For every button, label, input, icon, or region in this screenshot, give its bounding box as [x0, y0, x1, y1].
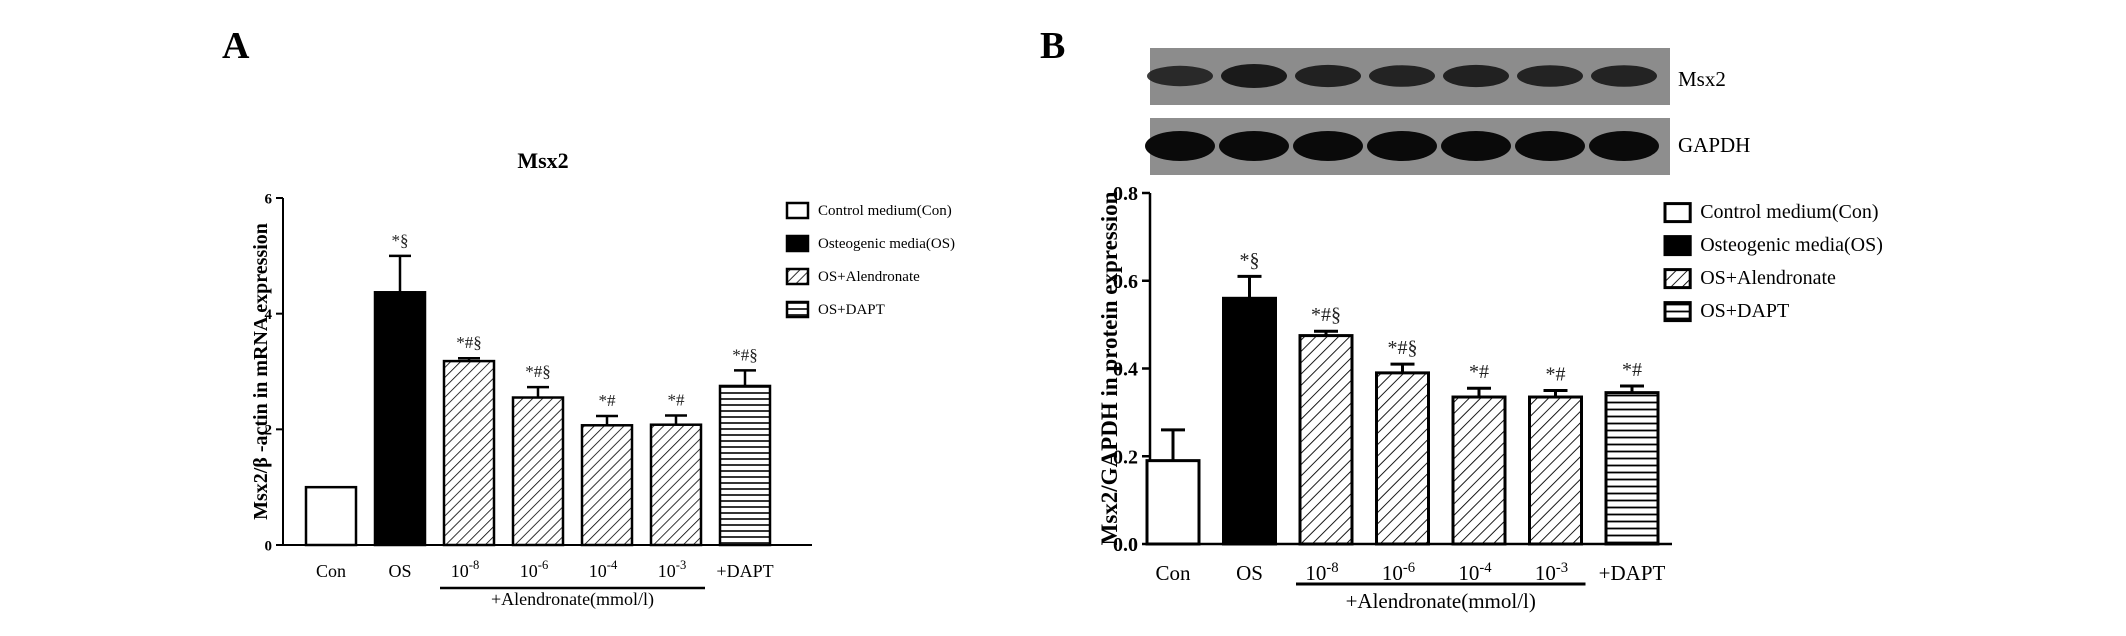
- legend-swatch: [1663, 202, 1692, 224]
- msx2-band: [1221, 64, 1287, 88]
- legend-label: OS+Alendronate: [1700, 267, 1836, 289]
- bar: [1451, 395, 1507, 546]
- legend-label: Control medium(Con): [1700, 201, 1878, 223]
- legend-label: OS+DAPT: [1700, 300, 1789, 322]
- significance-label: *§: [1240, 249, 1260, 271]
- x-tick-label: 10-6: [1382, 560, 1415, 585]
- bar: [1222, 296, 1277, 546]
- significance-label: *#§: [1311, 304, 1341, 326]
- y-tick-label: 6: [265, 191, 273, 207]
- blot-label-msx2: Msx2: [1678, 67, 1726, 91]
- bar: [373, 291, 427, 547]
- gapdh-band: [1145, 131, 1215, 161]
- panel-label-a: A: [222, 25, 250, 67]
- significance-label: *§: [392, 231, 409, 250]
- x-tick-label: Con: [316, 561, 346, 581]
- group-label: +Alendronate(mmol/l): [1346, 589, 1536, 613]
- significance-label: *#: [668, 390, 686, 409]
- msx2-band: [1517, 65, 1583, 87]
- x-tick-label: +DAPT: [1599, 561, 1666, 585]
- y-tick-label: 0.0: [1113, 534, 1138, 556]
- significance-label: *#: [1622, 359, 1642, 381]
- legend-label: Osteogenic media(OS): [818, 236, 955, 252]
- y-tick-label: 0.6: [1113, 271, 1138, 293]
- gapdh-band: [1219, 131, 1289, 161]
- bar: [1298, 334, 1354, 546]
- x-tick-label: 10-3: [658, 558, 687, 581]
- legend-swatch: [785, 267, 810, 286]
- y-axis-label: Msx2/GAPDH in protein expression: [1097, 191, 1122, 545]
- significance-label: *#: [599, 391, 617, 410]
- legend-swatch: [785, 201, 810, 220]
- y-tick-label: 0: [265, 538, 273, 554]
- significance-label: *#§: [525, 362, 551, 381]
- y-tick-label: 4: [265, 307, 273, 323]
- legend-label: OS+Alendronate: [818, 269, 920, 285]
- msx2-band: [1591, 65, 1657, 87]
- significance-label: *#: [1469, 361, 1489, 383]
- significance-label: *#§: [456, 333, 482, 352]
- x-tick-label: Con: [1155, 561, 1191, 585]
- x-tick-label: 10-8: [451, 558, 480, 581]
- significance-label: *#§: [732, 345, 758, 364]
- bar: [718, 384, 772, 547]
- blot-label-gapdh: GAPDH: [1678, 133, 1750, 157]
- bar: [580, 424, 634, 547]
- x-tick-label: 10-6: [520, 558, 549, 581]
- x-tick-label: OS: [1236, 561, 1263, 585]
- y-tick-label: 0.2: [1113, 446, 1138, 468]
- bar: [1145, 459, 1201, 546]
- x-tick-label: 10-8: [1305, 560, 1338, 585]
- legend-swatch: [785, 234, 810, 253]
- gapdh-band: [1293, 131, 1363, 161]
- bar: [649, 423, 703, 547]
- bar: [304, 485, 358, 547]
- y-axis-label: Msx2/β -actin in mRNA expression: [250, 223, 272, 520]
- x-tick-label: 10-4: [589, 558, 618, 581]
- x-tick-label: +DAPT: [716, 561, 773, 581]
- gapdh-band: [1515, 131, 1585, 161]
- x-tick-label: 10-4: [1458, 560, 1492, 585]
- legend-swatch: [785, 300, 810, 319]
- group-label: +Alendronate(mmol/l): [491, 589, 654, 610]
- msx2-band: [1443, 64, 1509, 88]
- bar: [1604, 391, 1660, 546]
- bar: [1528, 395, 1583, 546]
- msx2-band: [1147, 65, 1213, 87]
- gapdh-band: [1367, 131, 1437, 161]
- chart-title: Msx2: [517, 148, 568, 173]
- y-tick-label: 2: [265, 423, 273, 439]
- bar: [511, 396, 565, 547]
- x-tick-label: OS: [388, 561, 411, 581]
- gapdh-band: [1589, 131, 1659, 161]
- bar: [442, 359, 496, 547]
- panel-label-b: B: [1040, 25, 1065, 67]
- legend-label: Osteogenic media(OS): [1700, 234, 1883, 256]
- gapdh-band: [1441, 131, 1511, 161]
- msx2-band: [1295, 64, 1361, 88]
- western-blot: Msx2 GAPDH: [1145, 48, 1750, 175]
- significance-label: *#: [1546, 363, 1566, 385]
- x-tick-label: 10-3: [1535, 560, 1568, 585]
- chart-panel-a: Msx2 Msx2/β -actin in mRNA expression 0 2 4 6…: [250, 148, 955, 610]
- bar: [1375, 371, 1430, 546]
- msx2-band: [1369, 65, 1435, 87]
- significance-label: *#§: [1388, 337, 1418, 359]
- legend-swatch: [1663, 235, 1692, 257]
- legend-label: OS+DAPT: [818, 302, 885, 318]
- legend-swatch: [1663, 268, 1692, 290]
- y-tick-label: 0.4: [1113, 359, 1138, 381]
- legend-label: Control medium(Con): [818, 203, 952, 219]
- legend-swatch: [1663, 301, 1692, 323]
- y-tick-label: 0.8: [1113, 183, 1138, 205]
